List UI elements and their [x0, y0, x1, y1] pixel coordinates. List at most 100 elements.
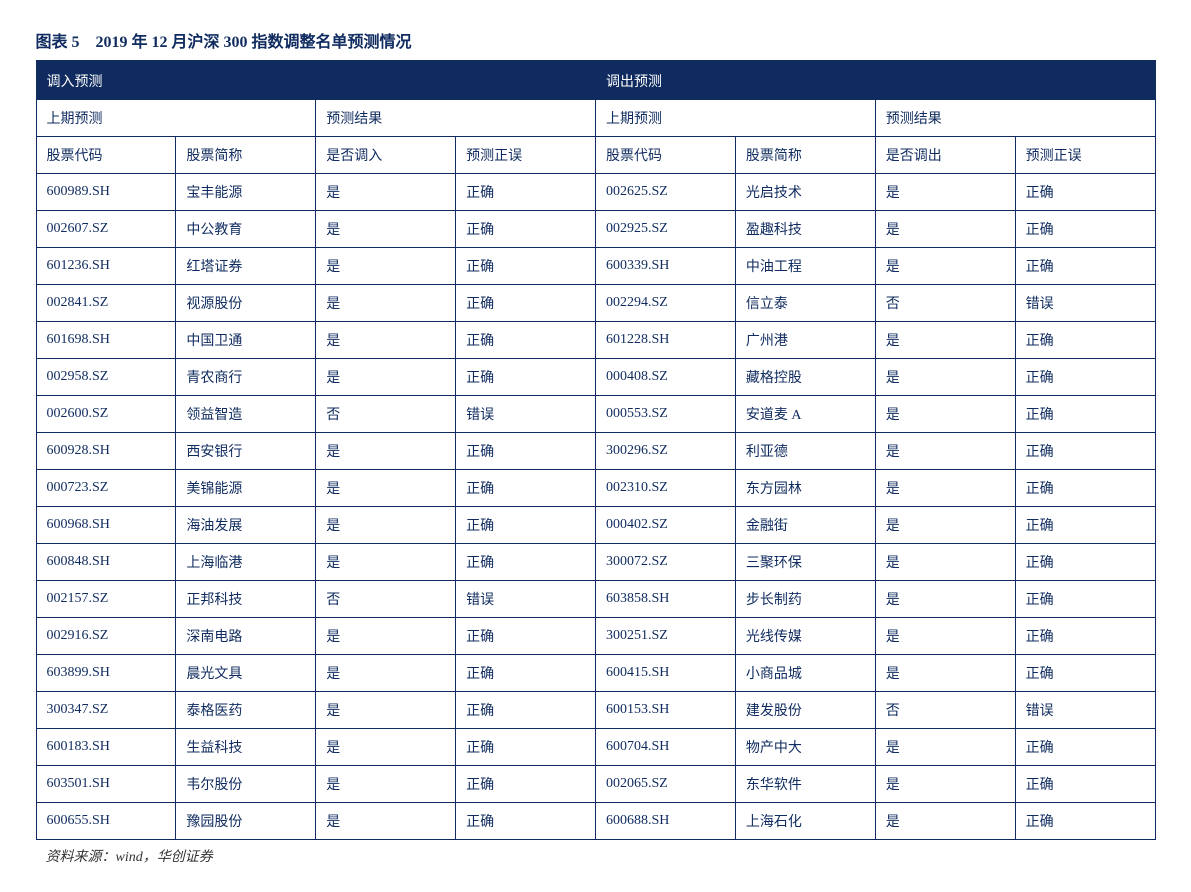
cell-in-flag: 是 — [316, 803, 456, 840]
cell-out-code: 300251.SZ — [596, 618, 736, 655]
cell-in-code: 600989.SH — [36, 174, 176, 211]
cell-out-code: 600688.SH — [596, 803, 736, 840]
cell-in-name: 海油发展 — [176, 507, 316, 544]
cell-in-correct: 正确 — [456, 766, 596, 803]
cell-in-name: 中国卫通 — [176, 322, 316, 359]
cell-in-name: 正邦科技 — [176, 581, 316, 618]
cell-in-code: 002958.SZ — [36, 359, 176, 396]
cell-out-correct: 正确 — [1015, 803, 1155, 840]
cell-in-code: 603899.SH — [36, 655, 176, 692]
cell-out-code: 000402.SZ — [596, 507, 736, 544]
cell-in-correct: 正确 — [456, 359, 596, 396]
cell-out-flag: 否 — [875, 692, 1015, 729]
cell-out-name: 建发股份 — [735, 692, 875, 729]
cell-out-name: 金融街 — [735, 507, 875, 544]
cell-in-correct: 正确 — [456, 803, 596, 840]
cell-out-name: 利亚德 — [735, 433, 875, 470]
header-prev-pred-in: 上期预测 — [36, 100, 316, 137]
cell-in-correct: 正确 — [456, 655, 596, 692]
cell-in-name: 西安银行 — [176, 433, 316, 470]
cell-in-name: 视源股份 — [176, 285, 316, 322]
cell-out-name: 上海石化 — [735, 803, 875, 840]
cell-in-correct: 正确 — [456, 618, 596, 655]
cell-out-flag: 是 — [875, 507, 1015, 544]
cell-in-name: 韦尔股份 — [176, 766, 316, 803]
cell-in-flag: 是 — [316, 544, 456, 581]
cell-in-correct: 错误 — [456, 396, 596, 433]
cell-out-name: 东方园林 — [735, 470, 875, 507]
cell-in-correct: 错误 — [456, 581, 596, 618]
cell-in-name: 上海临港 — [176, 544, 316, 581]
cell-in-code: 600928.SH — [36, 433, 176, 470]
cell-in-name: 青农商行 — [176, 359, 316, 396]
header-pred-result-out: 预测结果 — [875, 100, 1155, 137]
cell-in-code: 603501.SH — [36, 766, 176, 803]
col-out-flag: 是否调出 — [875, 137, 1015, 174]
cell-out-correct: 错误 — [1015, 692, 1155, 729]
cell-out-flag: 是 — [875, 766, 1015, 803]
cell-in-name: 美锦能源 — [176, 470, 316, 507]
cell-out-flag: 是 — [875, 581, 1015, 618]
col-in-flag: 是否调入 — [316, 137, 456, 174]
cell-out-flag: 是 — [875, 618, 1015, 655]
prediction-table: 调入预测 调出预测 上期预测 预测结果 上期预测 预测结果 股票代码 股票简称 … — [36, 62, 1156, 840]
cell-in-correct: 正确 — [456, 248, 596, 285]
cell-in-flag: 是 — [316, 692, 456, 729]
table-row: 002157.SZ正邦科技否错误603858.SH步长制药是正确 — [36, 581, 1155, 618]
cell-out-code: 600415.SH — [596, 655, 736, 692]
cell-in-code: 600968.SH — [36, 507, 176, 544]
cell-in-code: 300347.SZ — [36, 692, 176, 729]
cell-out-code: 300072.SZ — [596, 544, 736, 581]
cell-out-flag: 否 — [875, 285, 1015, 322]
cell-out-correct: 正确 — [1015, 766, 1155, 803]
cell-in-flag: 是 — [316, 359, 456, 396]
col-out-code: 股票代码 — [596, 137, 736, 174]
cell-out-name: 盈趣科技 — [735, 211, 875, 248]
table-row: 002600.SZ领益智造否错误000553.SZ安道麦 A是正确 — [36, 396, 1155, 433]
cell-out-code: 603858.SH — [596, 581, 736, 618]
cell-out-flag: 是 — [875, 729, 1015, 766]
cell-in-flag: 是 — [316, 322, 456, 359]
cell-out-correct: 正确 — [1015, 174, 1155, 211]
cell-in-code: 600848.SH — [36, 544, 176, 581]
cell-out-flag: 是 — [875, 433, 1015, 470]
cell-in-flag: 是 — [316, 766, 456, 803]
cell-out-code: 000408.SZ — [596, 359, 736, 396]
header-out: 调出预测 — [596, 63, 1156, 100]
cell-in-flag: 是 — [316, 729, 456, 766]
cell-in-correct: 正确 — [456, 285, 596, 322]
cell-in-code: 601698.SH — [36, 322, 176, 359]
cell-out-correct: 正确 — [1015, 359, 1155, 396]
cell-out-code: 300296.SZ — [596, 433, 736, 470]
cell-in-name: 泰格医药 — [176, 692, 316, 729]
cell-out-correct: 正确 — [1015, 396, 1155, 433]
col-in-name: 股票简称 — [176, 137, 316, 174]
cell-in-code: 601236.SH — [36, 248, 176, 285]
cell-in-flag: 否 — [316, 396, 456, 433]
table-row: 002607.SZ中公教育是正确002925.SZ盈趣科技是正确 — [36, 211, 1155, 248]
cell-out-flag: 是 — [875, 544, 1015, 581]
cell-in-name: 晨光文具 — [176, 655, 316, 692]
table-row: 601698.SH中国卫通是正确601228.SH广州港是正确 — [36, 322, 1155, 359]
cell-in-correct: 正确 — [456, 507, 596, 544]
cell-out-code: 002065.SZ — [596, 766, 736, 803]
cell-in-name: 红塔证券 — [176, 248, 316, 285]
cell-out-correct: 正确 — [1015, 433, 1155, 470]
cell-out-name: 东华软件 — [735, 766, 875, 803]
cell-out-flag: 是 — [875, 248, 1015, 285]
table-row: 600848.SH上海临港是正确300072.SZ三聚环保是正确 — [36, 544, 1155, 581]
cell-in-code: 002916.SZ — [36, 618, 176, 655]
cell-out-name: 安道麦 A — [735, 396, 875, 433]
cell-in-flag: 是 — [316, 470, 456, 507]
table-row: 002958.SZ青农商行是正确000408.SZ藏格控股是正确 — [36, 359, 1155, 396]
cell-out-correct: 正确 — [1015, 248, 1155, 285]
cell-out-correct: 正确 — [1015, 655, 1155, 692]
cell-in-flag: 是 — [316, 174, 456, 211]
cell-in-code: 000723.SZ — [36, 470, 176, 507]
cell-in-name: 豫园股份 — [176, 803, 316, 840]
cell-out-code: 002294.SZ — [596, 285, 736, 322]
table-title: 图表 5 2019 年 12 月沪深 300 指数调整名单预测情况 — [36, 20, 1156, 62]
cell-out-correct: 正确 — [1015, 544, 1155, 581]
cell-in-correct: 正确 — [456, 544, 596, 581]
cell-in-flag: 是 — [316, 248, 456, 285]
